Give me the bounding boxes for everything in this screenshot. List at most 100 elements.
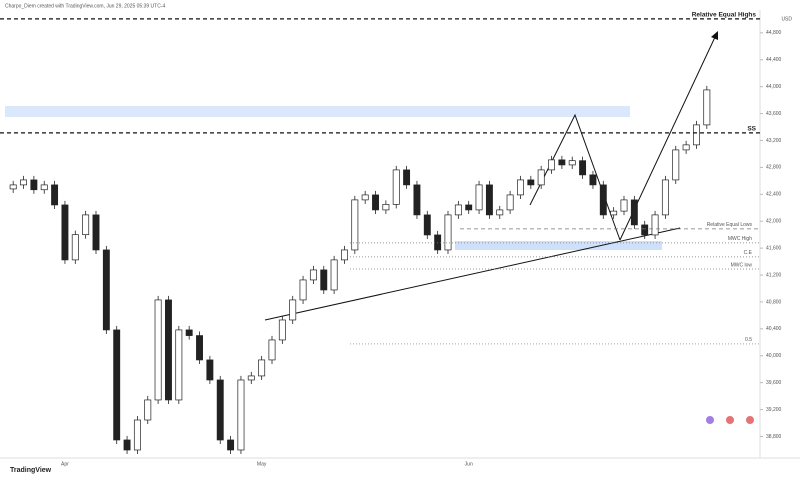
- candle-body: [693, 124, 700, 146]
- candle-body: [610, 210, 618, 216]
- icon: [706, 416, 714, 424]
- footer: TradingView: [10, 467, 52, 474]
- candle-body: [113, 329, 121, 441]
- candle-body: [247, 375, 255, 381]
- candle-body: [40, 184, 48, 191]
- candle-body: [309, 269, 317, 281]
- zone: [5, 106, 630, 117]
- candle-body: [527, 179, 535, 186]
- candle-body: [227, 439, 235, 451]
- candle-body: [579, 160, 587, 176]
- candle-body: [268, 339, 276, 361]
- y-tick-label: 38,800: [766, 434, 782, 440]
- candle-body: [372, 194, 379, 211]
- candle-body: [341, 249, 348, 261]
- y-tick-label: 43,600: [766, 111, 782, 117]
- level-label: 0.5: [745, 337, 752, 343]
- candle-body: [165, 299, 172, 401]
- level-label: MWC low: [731, 262, 753, 268]
- header: Charpo_Diem created with TradingView.com…: [5, 3, 165, 9]
- candle-body: [672, 149, 680, 181]
- candle-body: [517, 179, 524, 196]
- candle-body: [558, 159, 566, 166]
- y-tick-label: 39,200: [766, 407, 782, 413]
- candle-body: [403, 169, 411, 186]
- candle-body: [465, 204, 473, 211]
- candle-body: [144, 399, 152, 421]
- y-tick-label: 42,000: [766, 219, 782, 225]
- candle-body: [154, 299, 162, 401]
- candle-body: [216, 379, 224, 441]
- candle-body: [537, 169, 545, 186]
- y-tick-label: 42,800: [766, 165, 782, 171]
- level-label: Relative Equal Highs: [692, 12, 757, 19]
- candle-body: [9, 184, 17, 190]
- x-tick-label: Apr: [61, 461, 69, 467]
- level-label: Relative Equal Lows: [707, 222, 753, 228]
- candle-body: [123, 439, 131, 451]
- candle-body: [61, 204, 69, 261]
- candle-body: [641, 224, 649, 236]
- candle-body: [82, 214, 90, 236]
- candle-body: [485, 184, 493, 216]
- x-tick-label: May: [257, 461, 267, 467]
- candle-body: [382, 204, 390, 211]
- level-label: MWC High: [728, 236, 752, 242]
- candle-body: [661, 179, 669, 216]
- candle-body: [175, 329, 183, 401]
- level-label: C.E: [744, 250, 753, 256]
- candle-body: [196, 335, 203, 361]
- candle-body: [51, 184, 59, 206]
- candle-body: [506, 194, 514, 211]
- y-tick-label: 44,000: [766, 84, 782, 90]
- y-tick-label: 42,400: [766, 192, 782, 198]
- candle-body: [548, 159, 555, 171]
- candle-body: [92, 214, 100, 251]
- y-tick-label: 41,200: [766, 272, 782, 278]
- icon: [726, 416, 734, 424]
- y-tick-label: 40,400: [766, 326, 782, 332]
- candle-body: [454, 204, 462, 216]
- candle-body: [444, 214, 452, 251]
- candle-body: [237, 379, 245, 451]
- candle-body: [351, 199, 359, 251]
- zone: [455, 241, 662, 250]
- candle-body: [620, 199, 628, 212]
- candle-body: [682, 144, 690, 151]
- icon: [746, 416, 754, 424]
- candle-body: [299, 279, 307, 301]
- y-tick-label: 40,000: [766, 353, 782, 359]
- candle-body: [71, 234, 79, 261]
- candle-body: [278, 319, 286, 341]
- candle-body: [413, 184, 421, 216]
- candle-body: [568, 160, 576, 166]
- candle-body: [320, 269, 328, 291]
- level-label: SS: [747, 126, 756, 133]
- candle-body: [496, 209, 504, 216]
- candle-body: [289, 299, 297, 321]
- candle-body: [102, 249, 110, 331]
- y-tick-label: 39,600: [766, 380, 782, 386]
- candle-body: [206, 359, 214, 381]
- x-tick-label: Jun: [465, 461, 473, 467]
- candle-body: [434, 234, 442, 251]
- candle-body: [258, 359, 266, 377]
- candle-body: [703, 89, 711, 126]
- candle-body: [475, 184, 483, 211]
- candle-body: [133, 419, 141, 451]
- y-tick-label: 40,800: [766, 299, 782, 305]
- candle-body: [651, 214, 659, 236]
- candle-body: [630, 199, 638, 226]
- currency: USD: [781, 16, 792, 22]
- candle-body: [30, 179, 38, 191]
- candle-body: [185, 329, 193, 336]
- candle-body: [423, 214, 431, 236]
- candle-body: [361, 194, 369, 201]
- candle-body: [330, 259, 338, 291]
- y-tick-label: 41,600: [766, 245, 782, 251]
- candle-body: [599, 184, 607, 216]
- candle-body: [392, 169, 400, 205]
- y-tick-label: 44,400: [766, 57, 782, 63]
- y-tick-label: 43,200: [766, 138, 782, 144]
